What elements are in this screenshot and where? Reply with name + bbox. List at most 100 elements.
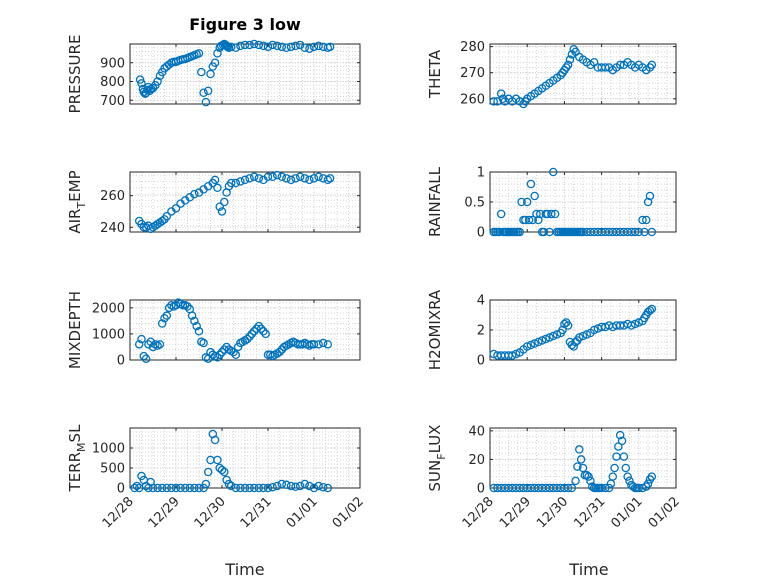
subplot-8: 0 20 40 12/28 12/29 12/30 12/31 01/01 01/02 SUNFL… (426, 424, 683, 531)
data-point (236, 41, 245, 51)
data-point (282, 43, 291, 53)
data-point (645, 191, 655, 201)
data-point (157, 216, 167, 226)
y-tick-label: 240 (100, 221, 125, 236)
data-point (197, 67, 206, 77)
data-point (589, 325, 599, 335)
data-point (157, 319, 167, 328)
data-point (496, 89, 506, 98)
y-tick-label: 0 (117, 482, 125, 497)
data-point (630, 227, 640, 237)
x-tick-label: 12/31 (238, 494, 275, 531)
data-point (190, 316, 199, 326)
data-point (526, 179, 536, 189)
data-point (537, 336, 547, 345)
data-point (249, 172, 259, 181)
data-point (141, 354, 151, 363)
data-point (277, 42, 287, 52)
data-point (275, 347, 284, 357)
data-point (199, 338, 208, 348)
data-point (268, 40, 277, 50)
x-tick-label: 01/01 (609, 494, 646, 531)
data-point (548, 167, 558, 177)
data-point (176, 483, 185, 493)
data-point (229, 347, 238, 357)
data-point (295, 40, 305, 50)
data-point (563, 483, 573, 493)
x-tick-label: 12/30 (192, 494, 229, 531)
data-point (213, 183, 222, 193)
data-point (608, 472, 618, 481)
data-point (201, 479, 211, 489)
major-grid (130, 172, 360, 232)
data-point (231, 350, 241, 360)
axes-box (129, 171, 361, 233)
data-point (206, 69, 215, 79)
data-point (231, 483, 241, 493)
data-point (185, 483, 195, 493)
data-point (157, 483, 167, 493)
subplot-5: 0 1000 2000 MIXDEPTH (66, 291, 361, 369)
figure-title: Figure 3 low (189, 15, 301, 34)
data-point (305, 481, 314, 491)
data-point (272, 481, 282, 491)
series-markers (134, 170, 335, 234)
data-point (575, 333, 584, 342)
data-point (569, 342, 578, 351)
data-point (134, 340, 144, 349)
y-tick-label: 270 (460, 66, 485, 81)
data-point (300, 479, 310, 489)
data-point (180, 483, 190, 493)
series-markers (489, 44, 657, 109)
data-point (187, 311, 197, 320)
data-point (215, 350, 224, 360)
data-point (243, 334, 252, 344)
data-point (263, 172, 273, 181)
y-tick-label: 2 (477, 324, 485, 339)
data-point (563, 321, 573, 330)
data-point (210, 435, 220, 445)
subplot-4: 0 0.5 1 RAINFALL (426, 166, 677, 241)
data-point (545, 333, 554, 342)
data-point (259, 327, 268, 336)
data-point (256, 324, 266, 333)
data-point (183, 302, 192, 311)
data-point (245, 483, 254, 493)
data-point (137, 334, 146, 344)
data-point (496, 209, 506, 219)
series-markers (134, 298, 333, 363)
data-point (325, 42, 335, 52)
data-point (178, 300, 188, 310)
data-point (203, 86, 213, 96)
data-point (601, 63, 610, 72)
data-point (508, 351, 517, 360)
data-point (213, 353, 222, 362)
data-point (614, 442, 623, 451)
data-point (148, 483, 158, 493)
data-point (254, 40, 264, 50)
data-point (627, 321, 636, 330)
data-point (578, 331, 588, 341)
data-point (548, 331, 558, 341)
data-point (511, 349, 521, 359)
data-point (194, 49, 204, 58)
data-point (558, 325, 567, 335)
data-point (638, 215, 647, 225)
data-point (295, 172, 305, 181)
subplot-7: 0 500 1000 12/28 12/29 12/30 12/31 01/01 01/02 TE… (66, 424, 367, 531)
data-point (249, 39, 259, 49)
grid (130, 300, 360, 361)
data-point (162, 211, 172, 221)
y-tick-label: 0 (117, 354, 125, 369)
data-point (268, 482, 277, 492)
axes-box (489, 427, 677, 489)
data-point (201, 97, 211, 107)
x-tick-label: 12/28 (460, 494, 497, 531)
data-point (295, 481, 305, 491)
data-point (630, 319, 640, 329)
data-point (586, 476, 595, 486)
y-axis-label: THETA (426, 49, 444, 99)
data-point (610, 463, 619, 473)
data-point (309, 174, 319, 183)
data-point (309, 42, 319, 52)
